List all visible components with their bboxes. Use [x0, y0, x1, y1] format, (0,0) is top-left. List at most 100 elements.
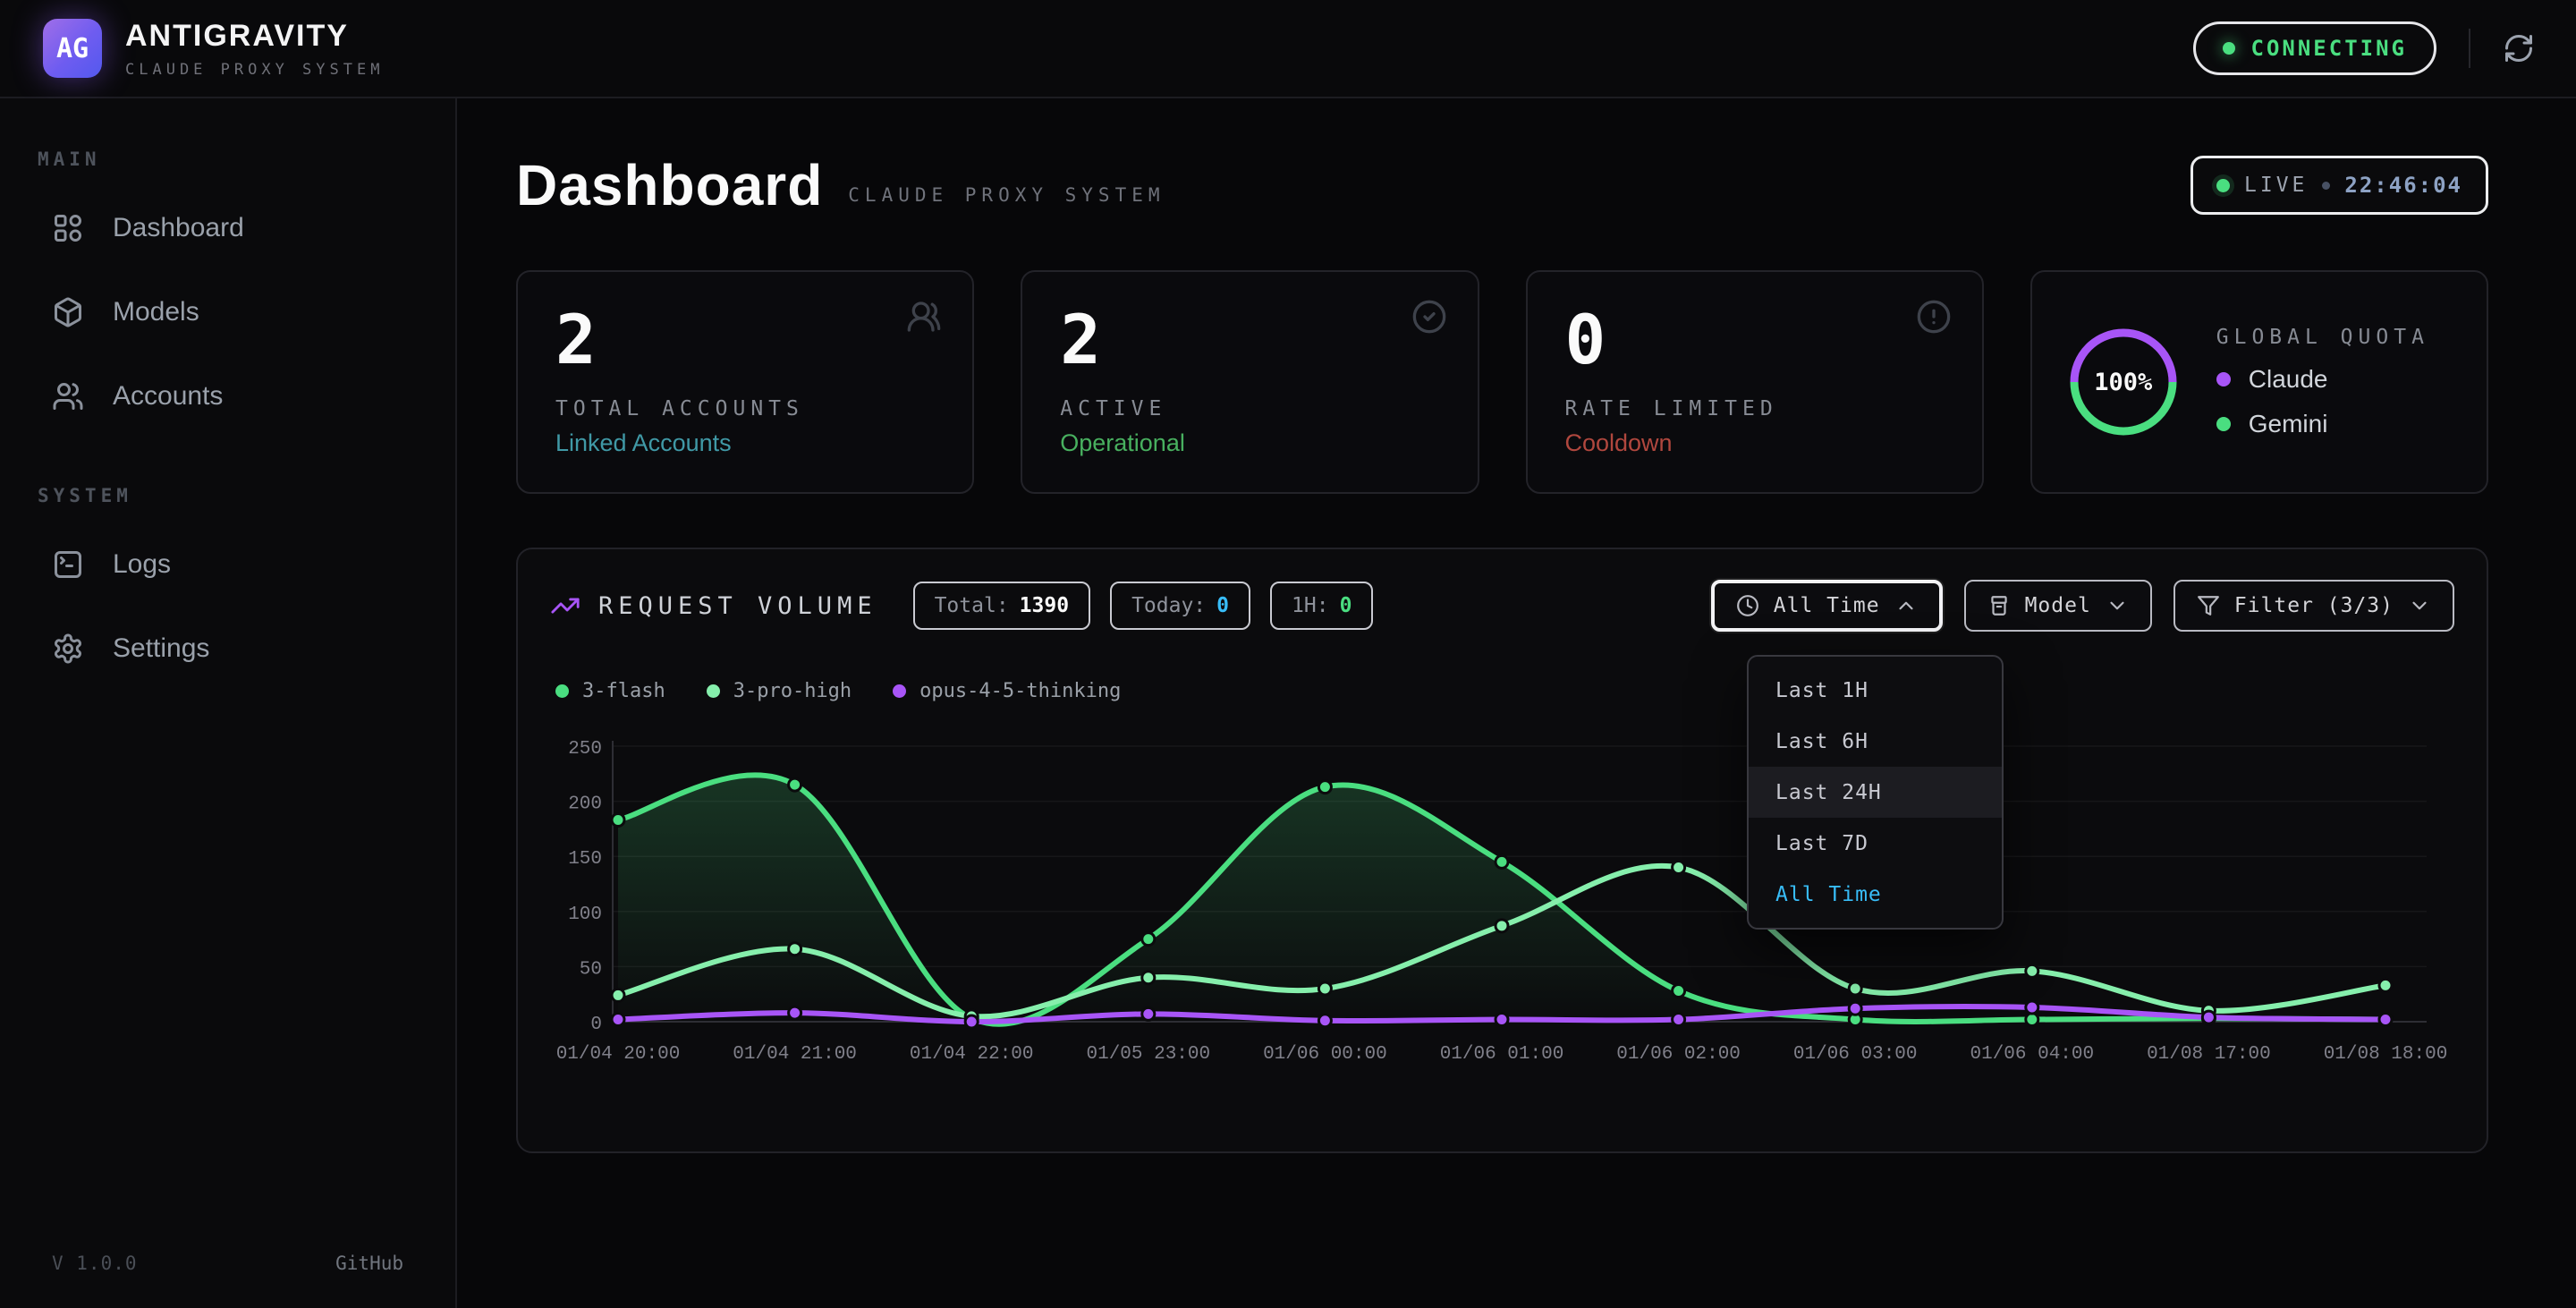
chevron-down-icon	[2106, 594, 2129, 617]
legend-item-3-flash: 3-flash	[555, 680, 665, 702]
status-label: CONNECTING	[2251, 36, 2408, 61]
svg-text:0: 0	[590, 1015, 602, 1035]
menu-item-last-7d[interactable]: Last 7D	[1749, 818, 2002, 869]
clock-icon	[1736, 594, 1759, 617]
panel-title: REQUEST VOLUME	[550, 590, 877, 621]
gear-icon	[52, 633, 84, 665]
stat-label: RATE LIMITED	[1565, 397, 1945, 420]
stat-card-total-accounts: 2 TOTAL ACCOUNTS Linked Accounts	[516, 270, 974, 494]
request-volume-panel: REQUEST VOLUME Total: 1390 Today: 0 1H: …	[516, 548, 2488, 1153]
quota-label: GLOBAL QUOTA	[2216, 326, 2429, 349]
claude-dot-icon	[2216, 372, 2231, 386]
stat-value: 2	[555, 302, 935, 378]
svg-text:01/06 00:00: 01/06 00:00	[1263, 1044, 1387, 1065]
stat-sublabel: Cooldown	[1565, 429, 1945, 457]
svg-text:150: 150	[568, 849, 602, 870]
one-hour-chip: 1H: 0	[1270, 582, 1373, 630]
check-circle-icon	[1411, 299, 1447, 339]
svg-text:01/05 23:00: 01/05 23:00	[1086, 1044, 1210, 1065]
connection-status-badge: CONNECTING	[2193, 21, 2437, 75]
sidebar-section-main: MAIN	[0, 149, 455, 170]
sidebar-item-logs[interactable]: Logs	[0, 533, 455, 596]
volume-stat-chips: Total: 1390 Today: 0 1H: 0	[913, 582, 1374, 630]
users-icon	[52, 380, 84, 412]
sidebar-item-label: Logs	[113, 549, 171, 580]
status-dot-icon	[2223, 42, 2235, 55]
topbar: AG ANTIGRAVITY CLAUDE PROXY SYSTEM CONNE…	[0, 0, 2576, 98]
svg-text:01/04 21:00: 01/04 21:00	[733, 1044, 857, 1065]
svg-text:01/06 01:00: 01/06 01:00	[1440, 1044, 1564, 1065]
model-dropdown-button[interactable]: Model	[1964, 580, 2152, 632]
grid-icon	[52, 212, 84, 244]
series-dot-icon	[707, 684, 720, 698]
archive-box-icon	[1987, 594, 2011, 617]
quota-legend-gemini: Gemini	[2216, 410, 2429, 438]
box-icon	[52, 296, 84, 328]
quota-legend-label: Claude	[2249, 365, 2328, 394]
svg-text:01/06 03:00: 01/06 03:00	[1793, 1044, 1918, 1065]
svg-text:01/06 04:00: 01/06 04:00	[1970, 1044, 2094, 1065]
quota-percent: 100%	[2066, 325, 2181, 439]
time-range-dropdown-button[interactable]: All Time	[1711, 580, 1943, 632]
today-chip: Today: 0	[1110, 582, 1250, 630]
quota-legend-claude: Claude	[2216, 365, 2429, 394]
svg-text:100: 100	[568, 905, 602, 925]
quota-donut-chart: 100%	[2066, 325, 2181, 439]
separator-dot-icon	[2322, 182, 2330, 190]
chart-legend: 3-flash 3-pro-high opus-4-5-thinking	[555, 680, 2454, 702]
sidebar-item-dashboard[interactable]: Dashboard	[0, 197, 455, 259]
stat-sublabel: Linked Accounts	[555, 429, 935, 457]
stat-value: 2	[1060, 302, 1439, 378]
github-link[interactable]: GitHub	[335, 1253, 403, 1274]
chevron-down-icon	[2408, 594, 2431, 617]
svg-text:250: 250	[568, 739, 602, 760]
stat-cards: 2 TOTAL ACCOUNTS Linked Accounts 2 ACTIV…	[516, 270, 2488, 494]
menu-item-last-24h[interactable]: Last 24H	[1749, 767, 2002, 818]
sidebar-item-settings[interactable]: Settings	[0, 617, 455, 680]
stat-sublabel: Operational	[1060, 429, 1439, 457]
total-chip: Total: 1390	[913, 582, 1090, 630]
stat-label: ACTIVE	[1060, 397, 1439, 420]
sidebar-item-label: Dashboard	[113, 213, 244, 243]
sidebar-item-label: Accounts	[113, 381, 223, 412]
live-label: LIVE	[2244, 174, 2308, 197]
svg-text:01/08 17:00: 01/08 17:00	[2147, 1044, 2271, 1065]
page-title: Dashboard	[516, 152, 823, 218]
svg-text:01/08 18:00: 01/08 18:00	[2324, 1044, 2448, 1065]
app-title: ANTIGRAVITY	[125, 19, 384, 54]
app-version: V 1.0.0	[52, 1253, 138, 1274]
svg-text:01/06 02:00: 01/06 02:00	[1616, 1044, 1741, 1065]
sidebar-item-accounts[interactable]: Accounts	[0, 365, 455, 428]
divider	[2469, 29, 2470, 68]
menu-item-last-6h[interactable]: Last 6H	[1749, 716, 2002, 767]
filter-dropdown-button[interactable]: Filter (3/3)	[2174, 580, 2454, 632]
time-range-menu: Last 1H Last 6H Last 24H Last 7D All Tim…	[1747, 655, 2004, 930]
stat-card-active: 2 ACTIVE Operational	[1021, 270, 1479, 494]
series-dot-icon	[893, 684, 906, 698]
clock-value: 22:46:04	[2344, 173, 2462, 198]
menu-item-last-1h[interactable]: Last 1H	[1749, 665, 2002, 716]
svg-text:01/04 20:00: 01/04 20:00	[556, 1044, 681, 1065]
menu-item-all-time[interactable]: All Time	[1749, 869, 2002, 920]
refresh-button[interactable]	[2503, 32, 2535, 64]
sidebar-item-models[interactable]: Models	[0, 281, 455, 344]
global-quota-card: 100% GLOBAL QUOTA Claude Gemini	[2030, 270, 2488, 494]
users-icon	[906, 299, 942, 339]
svg-text:50: 50	[580, 959, 602, 980]
stat-label: TOTAL ACCOUNTS	[555, 397, 935, 420]
svg-text:01/04 22:00: 01/04 22:00	[910, 1044, 1034, 1065]
brand: AG ANTIGRAVITY CLAUDE PROXY SYSTEM	[43, 19, 384, 79]
sidebar-item-label: Models	[113, 297, 199, 327]
legend-item-3-pro-high: 3-pro-high	[707, 680, 852, 702]
main-content: Dashboard CLAUDE PROXY SYSTEM LIVE 22:46…	[457, 98, 2576, 1308]
page-subtitle: CLAUDE PROXY SYSTEM	[848, 184, 1165, 206]
legend-item-opus: opus-4-5-thinking	[893, 680, 1121, 702]
trending-up-icon	[550, 590, 580, 621]
funnel-icon	[2197, 594, 2220, 617]
svg-text:200: 200	[568, 794, 602, 815]
chevron-up-icon	[1894, 594, 1918, 617]
stat-value: 0	[1565, 302, 1945, 378]
refresh-icon	[2503, 32, 2535, 64]
quota-legend-label: Gemini	[2249, 410, 2328, 438]
live-dot-icon	[2216, 179, 2230, 192]
